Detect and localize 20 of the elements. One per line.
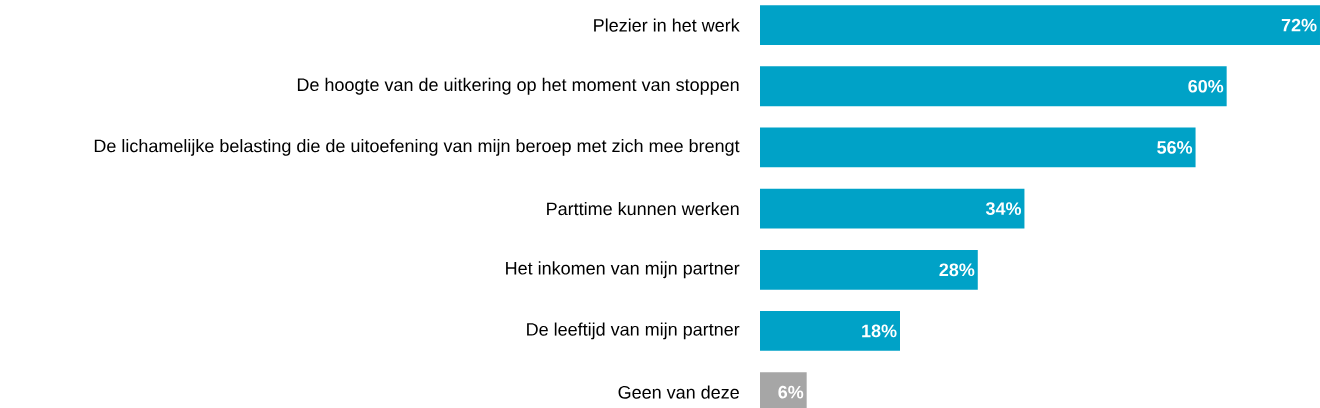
data-label: 28%: [939, 263, 975, 277]
data-label: 60%: [1188, 79, 1224, 93]
y-tick-label: Het inkomen van mijn partner: [506, 261, 740, 279]
bar: [760, 5, 1320, 45]
y-tick-label: De leeftijd van mijn partner: [527, 322, 740, 340]
y-tick-label: De hoogte van de uitkering op het moment van stoppen: [297, 77, 739, 95]
y-tick-label: Parttime kunnen werken: [547, 201, 739, 216]
data-label: 6%: [778, 385, 804, 399]
y-tick-label: Plezier in het werk: [594, 18, 740, 32]
bar: [760, 188, 1025, 229]
bar: [760, 311, 900, 351]
bar: [760, 66, 1227, 107]
data-label: 34%: [985, 202, 1022, 215]
data-label: 18%: [862, 324, 897, 338]
y-tick-label: Geen van deze: [618, 385, 739, 399]
data-label: 56%: [1157, 141, 1193, 154]
bar: [760, 127, 1196, 168]
y-tick-label: De lichamelijke belasting die de uitoefening van mijn beroep met zich mee brengt: [94, 139, 740, 156]
bar: [760, 249, 978, 290]
data-label: 72%: [1281, 18, 1317, 32]
